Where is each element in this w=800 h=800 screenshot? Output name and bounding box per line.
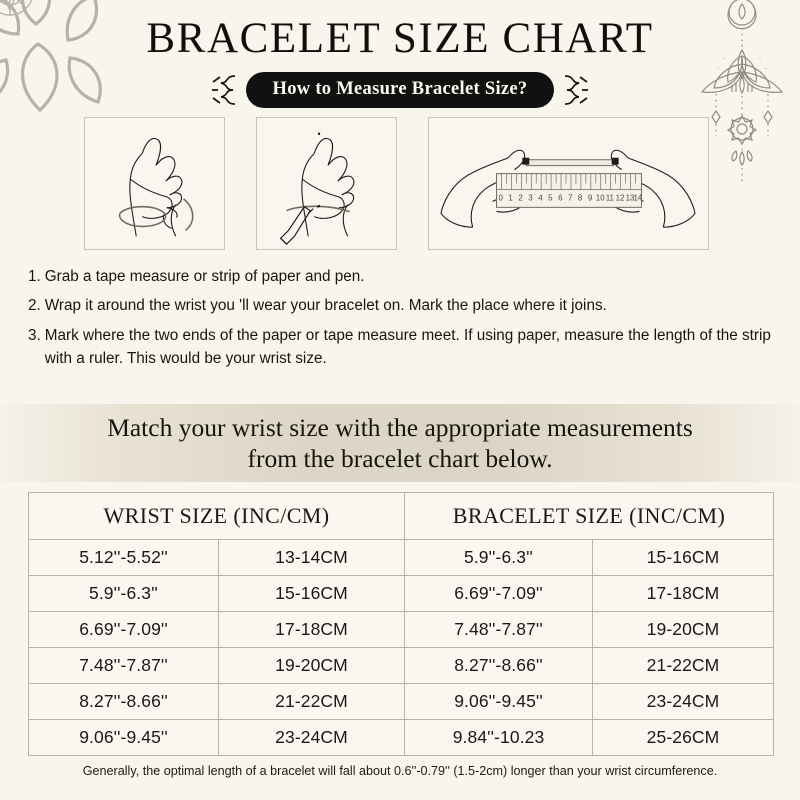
table-header-row: WRIST SIZE (INC/CM) BRACELET SIZE (INC/C… <box>28 492 774 540</box>
step-text: Wrap it around the wrist you 'll wear yo… <box>44 297 607 315</box>
svg-text:8: 8 <box>578 193 583 202</box>
svg-text:11: 11 <box>606 193 615 202</box>
svg-text:1: 1 <box>508 193 513 202</box>
step-number: 1. <box>28 268 41 285</box>
list-item: 1. Grab a tape measure or strip of paper… <box>28 265 776 288</box>
table-row: 5.9''-6.3'' 15-16CM 6.69''-7.09'' 17-18C… <box>28 575 774 612</box>
cell-wrist-inch: 6.69''-7.09'' <box>28 611 219 648</box>
list-item: 2. Wrap it around the wrist you 'll wear… <box>28 294 776 317</box>
banner-text: Match your wrist size with the appropria… <box>79 412 721 474</box>
cell-wrist-cm: 19-20CM <box>218 647 405 684</box>
cell-bracelet-cm: 19-20CM <box>592 611 774 648</box>
svg-text:0: 0 <box>498 193 503 202</box>
step-number: 2. <box>28 297 41 315</box>
cell-wrist-cm: 13-14CM <box>218 539 405 576</box>
svg-text:13: 13 <box>626 193 635 202</box>
svg-text:12: 12 <box>616 193 625 202</box>
table-row: 5.12''-5.52'' 13-14CM 5.9''-6.3'' 15-16C… <box>28 539 774 576</box>
cell-bracelet-cm: 23-24CM <box>592 683 774 720</box>
cell-wrist-inch: 9.06''-9.45'' <box>28 719 219 756</box>
cell-bracelet-inch: 7.48''-7.87'' <box>404 611 593 648</box>
cell-wrist-cm: 17-18CM <box>218 611 405 648</box>
svg-text:5: 5 <box>548 193 553 202</box>
table-row: 9.06''-9.45'' 23-24CM 9.84''-10.23 25-26… <box>28 719 774 756</box>
svg-text:10: 10 <box>596 193 605 202</box>
svg-text:7: 7 <box>568 193 573 202</box>
banner-line-2: from the bracelet chart below. <box>247 444 553 473</box>
page-title: BRACELET SIZE CHART <box>146 15 654 62</box>
cell-bracelet-cm: 21-22CM <box>592 647 774 684</box>
svg-text:9: 9 <box>588 193 593 202</box>
banner-line-1: Match your wrist size with the appropria… <box>107 412 693 442</box>
cell-wrist-cm: 23-24CM <box>218 719 405 756</box>
cell-bracelet-inch: 5.9''-6.3'' <box>404 539 593 576</box>
cell-bracelet-inch: 8.27''-8.66'' <box>404 647 593 684</box>
cell-wrist-cm: 21-22CM <box>218 683 405 720</box>
svg-text:14: 14 <box>634 193 643 202</box>
column-header-bracelet-size: BRACELET SIZE (INC/CM) <box>404 492 774 540</box>
measure-steps: 1. Grab a tape measure or strip of paper… <box>28 265 776 376</box>
svg-text:4: 4 <box>538 193 543 202</box>
how-to-measure-badge: How to Measure Bracelet Size? <box>245 72 555 108</box>
cell-bracelet-cm: 25-26CM <box>592 719 774 756</box>
table-row: 8.27''-8.66'' 21-22CM 9.06''-9.45'' 23-2… <box>28 683 774 720</box>
list-item: 3. Mark where the two ends of the paper … <box>28 324 776 371</box>
cell-bracelet-inch: 9.84''-10.23 <box>404 719 593 756</box>
flourish-bracket-icon <box>211 75 235 105</box>
hand-fist-pen-icon <box>256 117 397 250</box>
cell-bracelet-cm: 17-18CM <box>592 575 774 612</box>
step-text: Mark where the two ends of the paper or … <box>44 326 771 367</box>
cell-wrist-cm: 15-16CM <box>218 575 405 612</box>
flourish-bracket-icon <box>565 75 589 105</box>
svg-text:6: 6 <box>558 193 563 202</box>
step-text: Grab a tape measure or strip of paper an… <box>44 268 365 285</box>
hand-fist-tape-icon <box>84 117 225 250</box>
svg-text:3: 3 <box>528 193 533 202</box>
cell-wrist-inch: 8.27''-8.66'' <box>28 683 219 720</box>
cell-wrist-inch: 5.12''-5.52'' <box>28 539 219 576</box>
badge-row: How to Measure Bracelet Size? <box>0 72 800 108</box>
cell-wrist-inch: 5.9''-6.3'' <box>28 575 219 612</box>
cell-bracelet-inch: 9.06''-9.45'' <box>404 683 593 720</box>
cell-bracelet-inch: 6.69''-7.09'' <box>404 575 593 612</box>
step-number: 3. <box>28 326 41 344</box>
footnote: Generally, the optimal length of a brace… <box>82 764 718 778</box>
cell-wrist-inch: 7.48''-7.87'' <box>28 647 219 684</box>
cell-bracelet-cm: 15-16CM <box>592 539 774 576</box>
column-header-wrist-size: WRIST SIZE (INC/CM) <box>28 492 405 540</box>
table-row: 7.48''-7.87'' 19-20CM 8.27''-8.66'' 21-2… <box>28 647 774 684</box>
match-size-banner: Match your wrist size with the appropria… <box>0 404 800 482</box>
size-chart-table: WRIST SIZE (INC/CM) BRACELET SIZE (INC/C… <box>28 492 774 756</box>
svg-text:2: 2 <box>518 193 523 202</box>
table-row: 6.69''-7.09'' 17-18CM 7.48''-7.87'' 19-2… <box>28 611 774 648</box>
